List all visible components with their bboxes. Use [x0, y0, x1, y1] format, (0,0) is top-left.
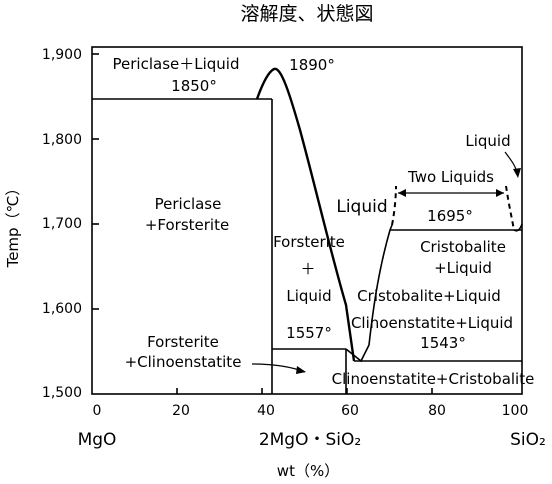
y-tick-1500: 1,500 — [42, 385, 82, 401]
pointer-arrowhead-liquid — [513, 168, 521, 178]
cristobalite-liquidus-curve — [513, 223, 523, 232]
y-tick-1800: 1,800 — [42, 132, 82, 148]
y-tick-1600: 1,600 — [42, 301, 82, 317]
forsterite-liquidus-curve — [255, 67, 356, 362]
label-clinoenstatite-cristobalite: Clinoenstatite+Cristobalite — [332, 370, 535, 388]
x-tick-100: 100 — [502, 403, 529, 419]
x-tick-40: 40 — [257, 403, 275, 419]
arrowhead-left — [398, 189, 406, 197]
label-temp-1850: 1850° — [171, 77, 217, 95]
label-plus-forsterite: +Forsterite — [145, 216, 229, 234]
x-tick-20: 20 — [172, 403, 190, 419]
pointer-arrowhead-clinoenstatite — [296, 366, 306, 374]
label-plus-liquid: +Liquid — [434, 259, 492, 277]
y-tick-1900: 1,900 — [42, 47, 82, 63]
x-axis-label: wt（%） — [277, 462, 339, 480]
liquidus-small-curves — [345, 224, 393, 363]
label-plus: ＋ — [300, 260, 315, 278]
label-two-liquids: Two Liquids — [407, 168, 494, 186]
label-temp-1543: 1543° — [420, 334, 466, 352]
label-cristobalite: Cristobalite — [420, 238, 506, 256]
component-sio2: SiO₂ — [510, 430, 546, 450]
label-clinoenstatite-liquid: Clinoenstatite+Liquid — [351, 314, 513, 332]
immiscibility-dome-left — [391, 185, 397, 226]
label-temp-1557: 1557° — [286, 324, 332, 342]
label-periclase: Periclase — [155, 195, 222, 213]
label-forsterite-top: Forsterite — [273, 233, 345, 251]
label-liquid-mid: Liquid — [286, 287, 331, 305]
arrowhead-right — [496, 189, 504, 197]
x-tick-0: 0 — [93, 403, 102, 419]
y-axis-label: Temp（℃） — [4, 181, 22, 269]
x-tick-60: 60 — [341, 403, 359, 419]
y-axis-ticks — [92, 53, 99, 310]
x-tick-80: 80 — [428, 403, 446, 419]
label-liquid-top: Liquid — [465, 132, 510, 150]
x-axis-ticks — [176, 388, 433, 394]
label-plus-clinoenstatite: +Clinoenstatite — [125, 353, 242, 371]
immiscibility-dome-right — [505, 185, 515, 231]
y-tick-1700: 1,700 — [42, 216, 82, 232]
label-forsterite: Forsterite — [147, 333, 219, 351]
plot-frame — [91, 46, 523, 395]
label-liquid-big: Liquid — [336, 197, 387, 217]
label-periclase-liquid: Periclase＋Liquid — [113, 55, 240, 73]
diagram-title: 溶解度、状態図 — [240, 3, 373, 25]
label-temp-1695: 1695° — [427, 207, 473, 225]
component-mgo: MgO — [78, 430, 117, 450]
component-forsterite: 2MgO・SiO₂ — [259, 430, 361, 450]
label-cristobalite-liquid: Cristobalite+Liquid — [357, 287, 501, 305]
label-temp-1890: 1890° — [289, 56, 335, 74]
